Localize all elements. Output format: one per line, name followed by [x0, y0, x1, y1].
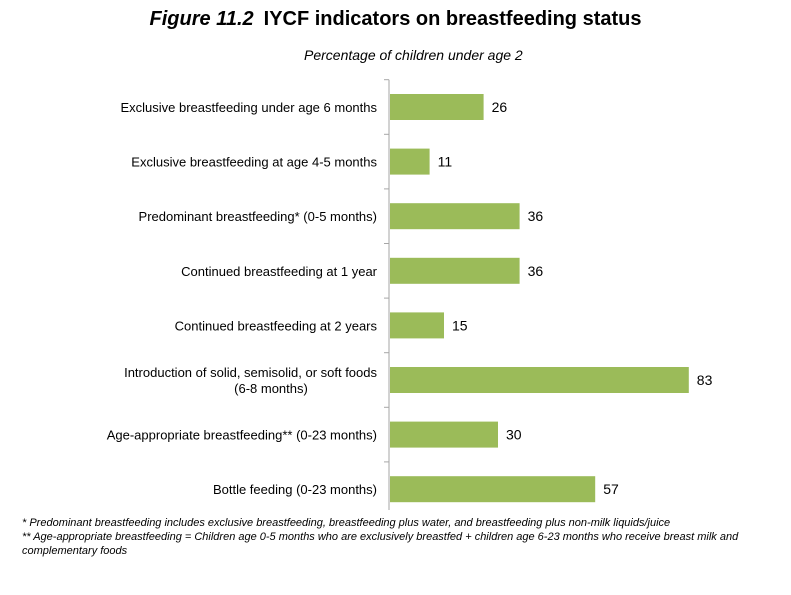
bar-6 — [390, 367, 689, 393]
bar-5 — [390, 312, 444, 339]
bar-1 — [390, 94, 484, 120]
chart-title: Figure 11.2 IYCF indicators on breastfeed… — [0, 8, 791, 31]
data-label-4: 36 — [528, 263, 544, 279]
data-label-8: 57 — [603, 481, 619, 497]
data-label-5: 15 — [452, 317, 468, 333]
data-label-1: 26 — [492, 99, 508, 115]
title-text: IYCF indicators on breastfeeding status — [263, 8, 642, 30]
footnote-2: ** Age-appropriate breastfeeding = Child… — [22, 531, 739, 557]
category-label-4: Continued breastfeeding at 1 year — [181, 264, 378, 279]
category-label-6-line-2: (6-8 months) — [234, 381, 308, 396]
data-label-2: 11 — [438, 154, 453, 170]
category-label-6-line-1: Introduction of solid, semisolid, or sof… — [124, 365, 377, 380]
bar-8 — [390, 476, 596, 503]
category-label-8: Bottle feeding (0-23 months) — [213, 482, 377, 497]
bar-2 — [390, 148, 430, 175]
category-label-5: Continued breastfeeding at 2 years — [175, 318, 378, 333]
footnote-1: * Predominant breastfeeding includes exc… — [22, 517, 671, 529]
bar-4 — [390, 257, 520, 284]
chart-subtitle: Percentage of children under age 2 — [304, 47, 523, 63]
category-label-2: Exclusive breastfeeding at age 4-5 month… — [131, 155, 377, 170]
data-label-7: 30 — [506, 427, 522, 443]
footnotes: * Predominant breastfeeding includes exc… — [22, 516, 782, 558]
data-label-3: 36 — [528, 208, 544, 224]
bar-3 — [390, 203, 520, 230]
data-label-6: 83 — [697, 372, 713, 388]
bar-7 — [390, 421, 498, 448]
bar-chart: 26 Exclusive breastfeeding under age 6 mo… — [107, 79, 713, 510]
figure-label: Figure 11.2 — [149, 8, 254, 30]
category-label-3: Predominant breastfeeding* (0-5 months) — [139, 209, 377, 224]
category-label-1: Exclusive breastfeeding under age 6 mont… — [120, 100, 377, 115]
category-label-7: Age-appropriate breastfeeding** (0-23 mo… — [107, 428, 377, 443]
